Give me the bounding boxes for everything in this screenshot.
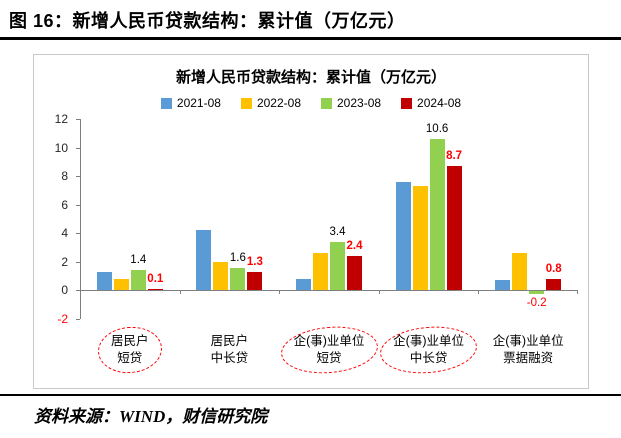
bar-2021-08-企(事)业单位票据融资	[495, 280, 511, 291]
x-tick-mark	[577, 290, 578, 295]
category-labels: 居民户 短贷 居民户 中长贷 企(事)业单位 短贷 企(事)业单位 中长贷 企(事)业单位 票据融…	[80, 322, 578, 377]
source-note: 资料来源：WIND，财信研究院	[34, 407, 268, 426]
y-tick-label: 10	[54, 140, 68, 155]
category-label-居民户短贷: 居民户 短贷	[80, 324, 180, 376]
category-label-企(事)业单位短贷: 企(事)业单位 短贷	[278, 322, 380, 377]
x-tick-mark	[378, 290, 380, 295]
legend: 2021-08 2022-08 2023-08 2024-08	[34, 96, 588, 110]
legend-label: 2021-08	[176, 96, 221, 110]
bar-value-label: 3.4	[329, 225, 346, 238]
y-tick-mark	[76, 147, 80, 149]
category-label-text: 企(事)业单位 中长贷	[378, 322, 479, 377]
bar-value-label: 1.3	[246, 255, 263, 268]
bar-value-label: 1.6	[229, 251, 246, 264]
title-divider	[0, 37, 621, 40]
category-label-text: 居民户 中长贷	[210, 334, 249, 365]
y-tick-mark	[76, 176, 80, 178]
plot-area: 1.4 1.6 3.4 10.6 -0.2 0.1 1.3 2.4 8.7 0.8	[76, 119, 578, 320]
legend-swatch	[321, 97, 332, 109]
category-label-text: 企(事)业单位 票据融资	[492, 334, 564, 365]
legend-item-2022-08: 2022-08	[240, 96, 301, 110]
chart-container: 新增人民币贷款结构：累计值（万亿元） 2021-08 2022-08 2023-08…	[33, 54, 589, 389]
y-tick-label: 4	[61, 226, 68, 241]
bar-2021-08-企(事)业单位中长贷	[395, 181, 411, 291]
category-label-企(事)业单位票据融资: 企(事)业单位 票据融资	[478, 331, 578, 369]
bar-2022-08-居民户短贷	[113, 279, 129, 291]
bar-2023-08-居民户短贷	[130, 270, 146, 291]
category-label-text: 企(事)业单位 短贷	[278, 322, 380, 377]
y-axis: 12 10 8 6 4 2 0 -2	[38, 112, 74, 326]
bar-2023-08-企(事)业单位中长贷	[429, 139, 445, 291]
y-tick-label: -2	[57, 312, 68, 326]
y-tick-mark	[76, 204, 80, 206]
bar-value-label: 0.8	[545, 263, 562, 275]
y-tick-label: 2	[61, 254, 68, 269]
bar-2022-08-企(事)业单位短贷	[313, 253, 328, 291]
y-tick-label: 12	[54, 112, 68, 126]
bar-2023-08-企(事)业单位票据融资	[529, 291, 545, 295]
bar-2021-08-居民户短贷	[96, 271, 112, 291]
bar-2021-08-企(事)业单位短贷	[296, 279, 311, 291]
bar-2022-08-企(事)业单位票据融资	[512, 253, 528, 291]
bar-value-label: 1.4	[130, 254, 147, 267]
legend-label: 2023-08	[337, 96, 382, 110]
legend-item-2024-08: 2024-08	[401, 96, 461, 110]
bar-2024-08-企(事)业单位票据融资	[546, 279, 562, 291]
bar-value-label: 0.1	[147, 273, 164, 285]
y-tick-mark	[76, 290, 80, 292]
bar-2024-08-企(事)业单位中长贷	[446, 166, 462, 291]
y-tick-label: 8	[61, 169, 68, 184]
y-axis-line	[80, 119, 81, 319]
category-label-企(事)业单位中长贷: 企(事)业单位 中长贷	[378, 322, 479, 377]
y-tick-mark	[76, 119, 80, 120]
category-label-居民户中长贷: 居民户 中长贷	[180, 331, 280, 369]
bar-2021-08-居民户中长贷	[196, 230, 212, 291]
legend-swatch	[160, 97, 172, 109]
source-divider	[0, 394, 621, 396]
bar-value-label: -0.2	[526, 297, 547, 310]
bar-2024-08-居民户中长贷	[247, 271, 263, 291]
y-tick-label: 6	[61, 197, 68, 212]
legend-swatch	[401, 97, 413, 109]
chart-title: 新增人民币贷款结构：累计值（万亿元）	[175, 69, 446, 86]
legend-swatch	[240, 97, 252, 109]
legend-item-2023-08: 2023-08	[321, 96, 381, 110]
x-tick-mark	[80, 290, 81, 295]
x-tick-mark	[279, 290, 281, 295]
legend-label: 2024-08	[417, 96, 462, 110]
y-tick-mark	[76, 233, 80, 235]
x-tick-mark	[478, 290, 480, 295]
bar-value-label: 10.6	[425, 123, 449, 135]
y-tick-mark	[76, 319, 80, 320]
bar-2024-08-居民户短贷	[147, 289, 163, 291]
figure-title: 图 16：新增人民币贷款结构：累计值（万亿元）	[9, 11, 406, 31]
bar-2022-08-居民户中长贷	[213, 261, 229, 291]
y-tick-mark	[76, 261, 80, 263]
bar-2023-08-企(事)业单位短贷	[330, 241, 345, 291]
category-label-text: 居民户 短贷	[96, 324, 164, 376]
bar-2022-08-企(事)业单位中长贷	[412, 186, 428, 291]
legend-item-2021-08: 2021-08	[160, 96, 221, 110]
bar-2023-08-居民户中长贷	[230, 267, 246, 291]
legend-label: 2022-08	[256, 96, 301, 110]
x-axis-line	[80, 290, 578, 292]
x-tick-mark	[179, 290, 181, 295]
bar-value-label: 2.4	[346, 240, 363, 253]
bar-2024-08-企(事)业单位短贷	[347, 256, 362, 291]
bar-value-label: 8.7	[446, 150, 463, 163]
y-tick-label: 0	[61, 283, 68, 298]
